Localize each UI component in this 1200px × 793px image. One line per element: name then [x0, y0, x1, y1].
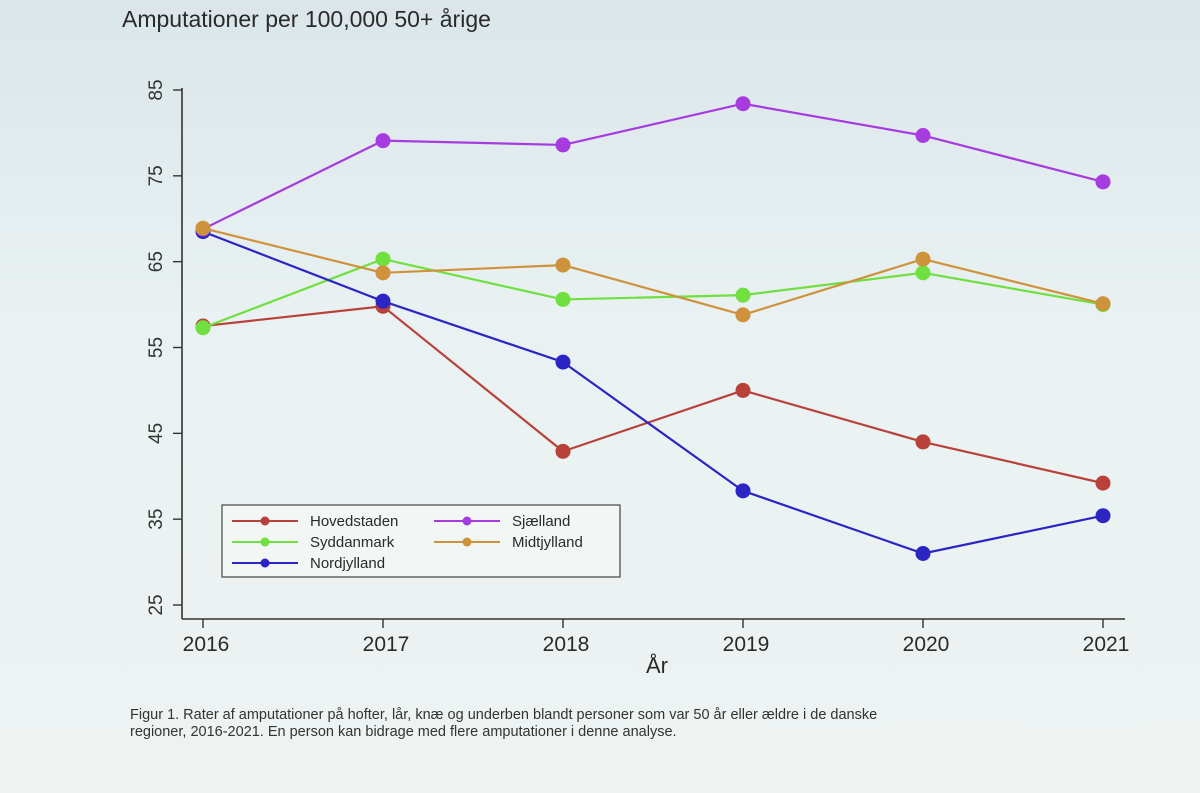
series-line	[202, 230, 1104, 555]
data-point	[1095, 475, 1111, 491]
series-midtjylland	[195, 220, 1111, 323]
y-tick-label: 75	[146, 165, 167, 186]
legend-swatch-marker	[462, 516, 472, 526]
legend-item: Midtjylland	[434, 534, 583, 551]
y-tick-label: 45	[146, 423, 167, 444]
data-point	[735, 96, 751, 112]
data-point	[375, 251, 391, 267]
data-point	[555, 257, 571, 273]
data-point	[195, 320, 211, 336]
x-axis-title: År	[646, 653, 668, 678]
data-point	[735, 307, 751, 323]
figure-caption: Figur 1. Rater af amputationer på hofter…	[130, 707, 1030, 741]
y-tick-label: 25	[146, 594, 167, 615]
x-tick-label: 2020	[903, 633, 950, 656]
chart-series-lines	[195, 96, 1111, 561]
legend-swatch-marker	[260, 558, 270, 568]
data-point	[375, 293, 391, 309]
data-point	[555, 354, 571, 370]
legend-swatch-marker	[462, 537, 472, 547]
series-line	[202, 257, 1104, 329]
series-line	[202, 227, 1104, 316]
series-sjælland	[195, 96, 1111, 237]
y-tick-label: 35	[146, 509, 167, 530]
legend-swatch-marker	[260, 537, 270, 547]
data-point	[375, 265, 391, 281]
y-tick-label: 55	[146, 337, 167, 358]
series-line	[202, 305, 1104, 485]
data-point	[1095, 296, 1111, 312]
legend-swatch-marker	[260, 516, 270, 526]
x-tick-label: 2017	[363, 633, 410, 656]
y-tick-label: 85	[146, 79, 167, 100]
data-point	[375, 133, 391, 149]
caption-line-2: regioner, 2016-2021. En person kan bidra…	[130, 724, 677, 740]
data-point	[915, 265, 931, 281]
series-line	[202, 102, 1104, 231]
data-point	[195, 220, 211, 236]
data-point	[555, 443, 571, 459]
x-tick-label: 2021	[1083, 633, 1130, 656]
data-point	[735, 483, 751, 499]
data-point	[915, 127, 931, 143]
legend-label: Sjælland	[512, 513, 570, 530]
data-point	[915, 251, 931, 267]
x-tick-label: 2016	[183, 633, 230, 656]
legend-item: Nordjylland	[232, 555, 385, 572]
caption-line-1: Figur 1. Rater af amputationer på hofter…	[130, 707, 878, 723]
data-point	[915, 546, 931, 561]
legend-item: Sjælland	[434, 513, 570, 530]
legend-label: Hovedstaden	[310, 513, 398, 530]
legend-item: Syddanmark	[232, 534, 395, 551]
x-tick-label: 2019	[723, 633, 770, 656]
data-point	[735, 287, 751, 303]
data-point	[735, 382, 751, 398]
data-point	[1095, 174, 1111, 190]
chart-legend: Hovedstaden Syddanmark Nordjylland Sjælland…	[221, 504, 621, 578]
data-point	[1095, 508, 1111, 524]
series-hovedstaden	[195, 298, 1111, 491]
data-point	[915, 434, 931, 450]
legend-label: Nordjylland	[310, 555, 385, 572]
legend-item: Hovedstaden	[232, 513, 398, 530]
y-tick-label: 65	[146, 251, 167, 272]
x-tick-label: 2018	[543, 633, 590, 656]
series-syddanmark	[195, 251, 1111, 336]
chart-title: Amputationer per 100,000 50+ årige	[122, 6, 491, 32]
data-point	[555, 137, 571, 153]
legend-label: Syddanmark	[310, 534, 395, 551]
data-point	[555, 291, 571, 307]
chart-axes: 25 35 45 55 65 75 85 2016 2017 2018 2019 2020 2021 År	[146, 79, 1129, 678]
legend-label: Midtjylland	[512, 534, 583, 551]
